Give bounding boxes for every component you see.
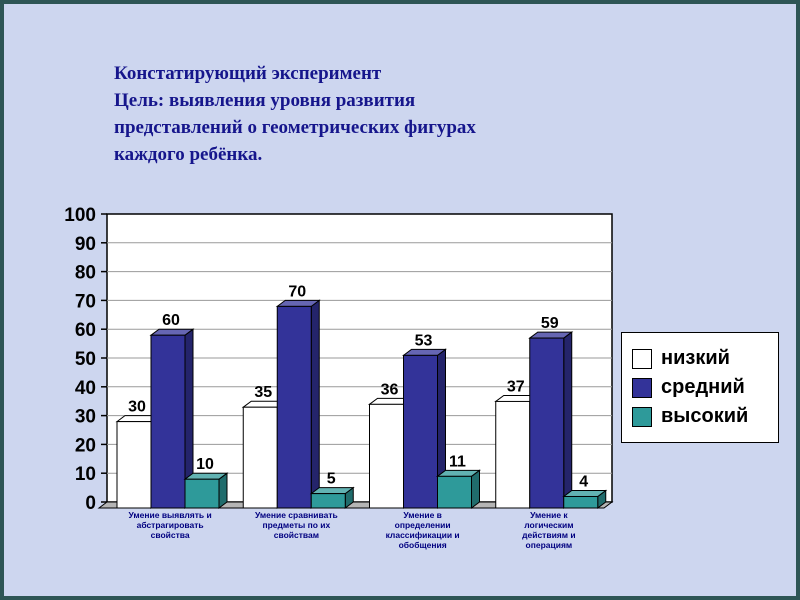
legend-item-low: низкий xyxy=(632,347,768,370)
legend-label-medium: средний xyxy=(661,376,745,398)
slide-title-line-1: Констатирующий эксперимент xyxy=(114,63,382,84)
bar xyxy=(495,400,531,509)
legend-swatch-high xyxy=(632,406,652,427)
bar-top xyxy=(562,489,608,497)
bar-value-label: 70 xyxy=(288,283,306,300)
bar-top xyxy=(436,469,481,477)
bar-top xyxy=(275,299,321,307)
y-axis-label: 90 xyxy=(75,234,96,255)
bar xyxy=(184,478,220,509)
legend-item-high: высокий xyxy=(632,405,768,428)
category-label: Умение в определении классификации и обобще… xyxy=(386,510,460,550)
bar xyxy=(242,406,278,509)
y-axis-label: 10 xyxy=(75,464,96,485)
legend-swatch-low xyxy=(632,348,652,369)
bar-side xyxy=(563,331,573,509)
bar-value-label: 4 xyxy=(579,473,588,490)
slide-title-line-4: каждого ребёнка. xyxy=(114,144,263,165)
category-label: Умение выявлять и абстрагировать свойства xyxy=(129,510,212,540)
slide-title: Констатирующий эксперимент Цель: выявлен… xyxy=(114,60,476,168)
bar-value-label: 30 xyxy=(128,399,146,416)
chart-legend: низкий средний высокий xyxy=(621,332,779,443)
y-axis-label: 80 xyxy=(75,263,96,284)
bar-value-label: 5 xyxy=(327,471,336,488)
y-axis-label: 30 xyxy=(75,407,96,428)
category-label: Умение сравнивать предметы по их свойствам xyxy=(255,510,338,540)
bar-top xyxy=(183,472,229,480)
bar-value-label: 37 xyxy=(507,378,525,395)
y-axis-label: 60 xyxy=(75,320,96,341)
bar-value-label: 11 xyxy=(449,453,466,470)
bar-value-label: 53 xyxy=(415,332,433,349)
bar-chart: 0 10 20 30 40 50 60 70 80 90 100 30 60 10 Умение выявл… xyxy=(64,205,614,550)
bar-value-label: 60 xyxy=(162,312,180,329)
bar xyxy=(369,403,404,509)
bar-value-label: 35 xyxy=(254,384,272,401)
bar-value-label: 36 xyxy=(381,381,399,398)
slide-title-line-3: представлений о геометрических фигурах xyxy=(114,117,476,138)
slide-title-line-2: Цель: выявления уровня развития xyxy=(114,90,416,111)
bar xyxy=(116,421,152,509)
bar-top xyxy=(528,331,574,339)
bar xyxy=(403,354,438,509)
bar xyxy=(150,334,186,509)
bar xyxy=(529,337,565,509)
legend-item-medium: средний xyxy=(632,376,768,399)
bar xyxy=(276,305,312,509)
y-axis-label: 100 xyxy=(64,205,96,226)
bar-top xyxy=(309,487,355,495)
bar-value-label: 10 xyxy=(196,456,214,473)
bar xyxy=(310,493,346,509)
bar xyxy=(563,495,599,509)
legend-swatch-medium xyxy=(632,377,652,398)
bar-top xyxy=(402,348,447,356)
legend-label-low: низкий xyxy=(661,347,730,369)
y-axis-label: 70 xyxy=(75,291,96,312)
bar-value-label: 59 xyxy=(541,315,559,332)
legend-label-high: высокий xyxy=(661,405,749,427)
y-axis-label: 20 xyxy=(75,435,96,456)
bar-side xyxy=(310,299,320,509)
bar-top xyxy=(149,328,195,336)
y-axis-label: 50 xyxy=(75,349,96,370)
bar xyxy=(437,475,472,509)
category-label: Умение к логическим действиям и операциям xyxy=(522,510,576,550)
y-axis-label: 0 xyxy=(85,493,96,514)
y-axis-label: 40 xyxy=(75,378,96,399)
